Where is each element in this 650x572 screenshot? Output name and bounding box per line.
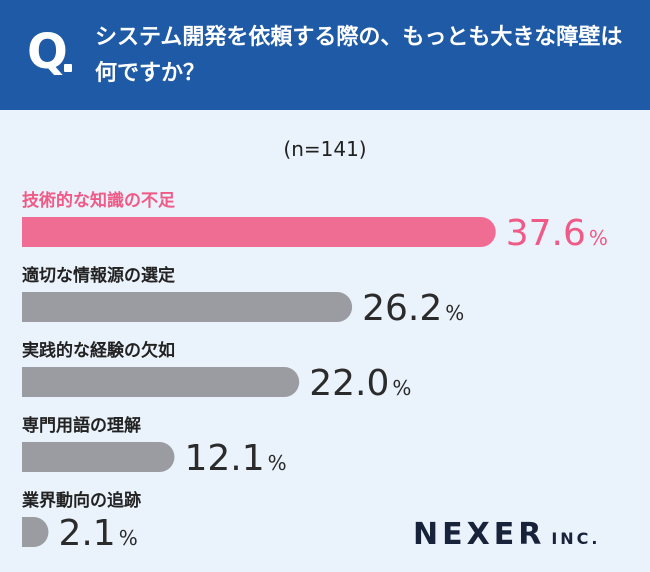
chart-panel — [0, 110, 650, 572]
bar — [22, 442, 175, 472]
question-text: システム開発を依頼する際の、もっとも大きな障壁は何ですか？ — [95, 25, 623, 86]
category-label: 適切な情報源の選定 — [22, 265, 175, 286]
value-label: 12.1% — [184, 438, 286, 479]
logo-main: NEXER — [413, 517, 546, 552]
bar — [22, 292, 353, 322]
category-label: 業界動向の追跡 — [22, 490, 141, 511]
question-header — [0, 0, 650, 110]
logo-sub: INC. — [551, 529, 601, 548]
bar — [22, 367, 300, 397]
q-dot — [64, 64, 72, 72]
value-label: 22.0% — [309, 363, 411, 404]
sample-size-label: (n=141) — [283, 137, 367, 161]
value-label: 37.6% — [506, 213, 608, 254]
category-label: 専門用語の理解 — [22, 415, 141, 436]
bar — [22, 517, 49, 547]
category-label: 技術的な知識の不足 — [22, 190, 175, 211]
category-label: 実践的な経験の欠如 — [22, 340, 175, 361]
value-label: 2.1% — [58, 513, 137, 554]
value-label: 26.2% — [362, 288, 464, 329]
nexer-logo: NEXER INC. — [413, 517, 601, 552]
bar — [22, 217, 496, 247]
q-label: Q — [27, 24, 68, 80]
